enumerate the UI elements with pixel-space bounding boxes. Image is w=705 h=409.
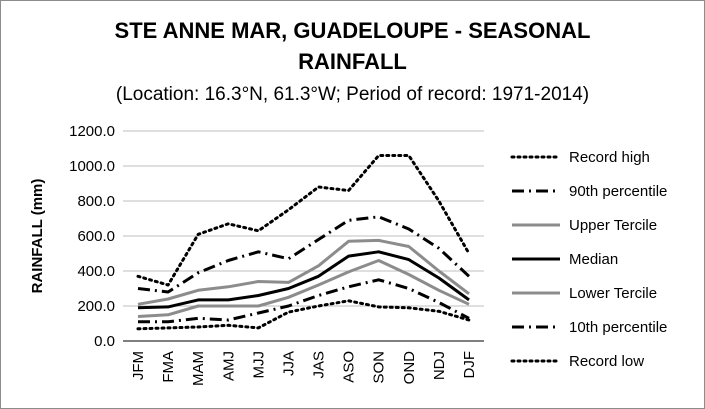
- x-tick-label: JFM: [130, 351, 147, 380]
- x-tick-label: MJJ: [250, 351, 267, 379]
- y-tick-label: 600.0: [77, 228, 115, 245]
- legend-label: 10th percentile: [569, 319, 667, 336]
- legend-label: Record high: [569, 149, 650, 166]
- series-line-record-low: [136, 299, 471, 331]
- chart-title-line-1: STE ANNE MAR, GUADELOUPE - SEASONAL: [114, 18, 591, 43]
- series-line-90th-percentile: [137, 215, 471, 294]
- series-line-record-high: [136, 154, 471, 287]
- x-tick-label: SON: [371, 351, 388, 384]
- y-axis-ticks: 0.0 200.0 400.0 600.0 800.0 1000.0 1200.0: [69, 123, 115, 350]
- x-tick-label: JAS: [311, 351, 328, 379]
- x-tick-label: NDJ: [431, 351, 448, 380]
- legend: Record high 90th percentile Upper Tercile M…: [510, 149, 667, 370]
- series-line-upper-tercile: [137, 238, 470, 306]
- x-axis-ticks: JFM FMA MAM AMJ MJJ JJA JAS ASO SON OND NDJ DJF: [130, 351, 478, 386]
- x-tick-label: JJA: [280, 351, 297, 376]
- legend-label: 90th percentile: [569, 183, 667, 200]
- x-tick-label: AMJ: [220, 351, 237, 381]
- legend-label: Lower Tercile: [569, 285, 657, 302]
- series-lines: [136, 154, 471, 331]
- y-tick-label: 1000.0: [69, 158, 115, 175]
- x-tick-label: OND: [401, 351, 418, 385]
- x-tick-label: FMA: [160, 351, 177, 383]
- x-tick-label: MAM: [190, 351, 207, 386]
- series-line-median: [137, 250, 470, 310]
- chart-subtitle: (Location: 16.3°N, 61.3°W; Period of rec…: [115, 84, 590, 105]
- gridlines: [123, 130, 484, 342]
- x-tick-label: ASO: [341, 351, 358, 383]
- y-tick-label: 1200.0: [69, 123, 115, 140]
- series-line-lower-tercile: [137, 259, 470, 318]
- y-tick-label: 800.0: [77, 193, 115, 210]
- legend-label: Median: [569, 251, 618, 268]
- x-tick-label: DJF: [461, 351, 478, 379]
- y-axis-label: RAINFALL (mm): [29, 179, 46, 294]
- y-tick-label: 200.0: [77, 298, 115, 315]
- series-line-10th-percentile: [138, 278, 470, 324]
- legend-label: Record low: [569, 353, 644, 370]
- y-tick-label: 0.0: [94, 333, 115, 350]
- chart-title-line-2: RAINFALL: [298, 49, 407, 74]
- legend-label: Upper Tercile: [569, 217, 657, 234]
- y-tick-label: 400.0: [77, 263, 115, 280]
